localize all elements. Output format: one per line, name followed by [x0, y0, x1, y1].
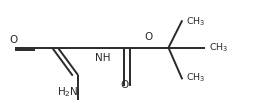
Text: CH$_3$: CH$_3$	[186, 72, 205, 84]
Text: CH$_3$: CH$_3$	[186, 15, 205, 28]
Text: O: O	[144, 32, 152, 42]
Text: O: O	[10, 35, 18, 44]
Text: CH$_3$: CH$_3$	[209, 41, 228, 54]
Text: O: O	[120, 80, 129, 90]
Text: NH: NH	[96, 53, 111, 63]
Text: H$_2$N: H$_2$N	[57, 85, 79, 99]
